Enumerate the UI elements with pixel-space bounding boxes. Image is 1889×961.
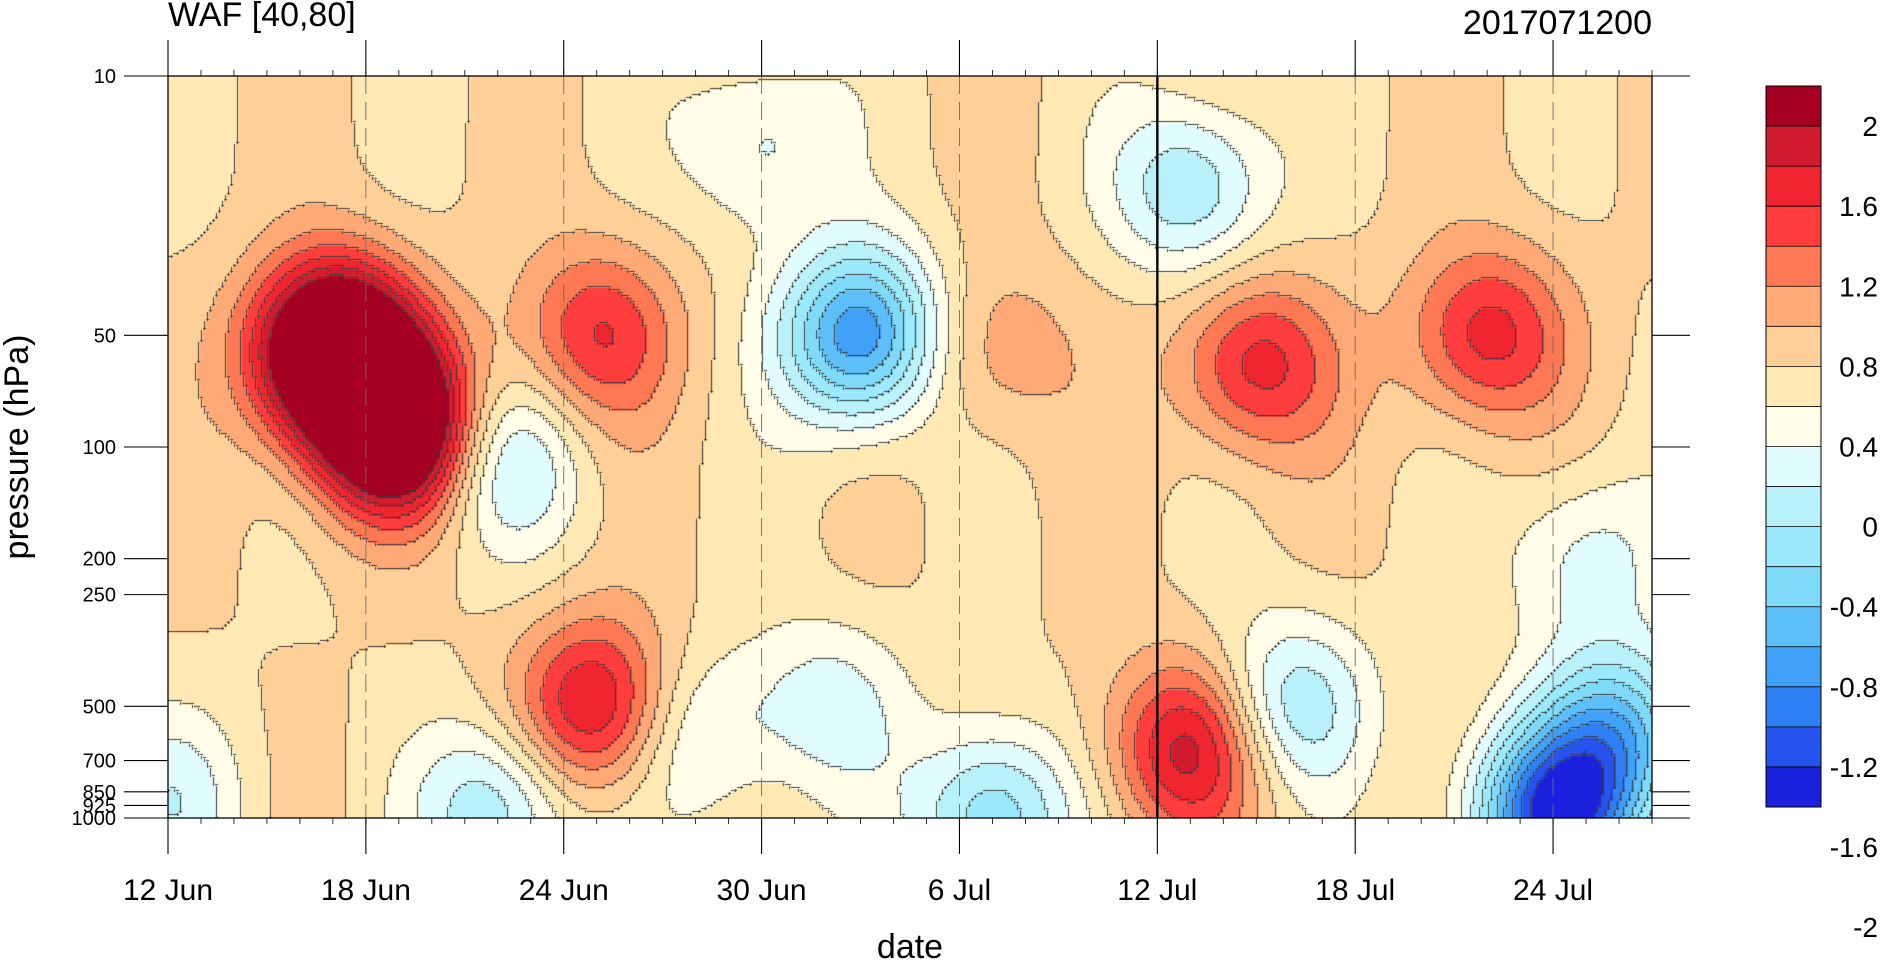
- plot-field: [168, 76, 1652, 818]
- x-axis-label: date: [877, 928, 943, 961]
- colorbar-swatch: [1766, 406, 1821, 447]
- chart-title: WAF [40,80]: [168, 0, 356, 34]
- colorbar: 2 1.6 1.2 0.8 0.4 0 -0.4 -0.8 -1.2 -1.6 -2: [1765, 85, 1878, 943]
- x-tick-label: 24 Jun: [519, 874, 609, 907]
- y-tick-label: 250: [83, 585, 116, 607]
- y-tick-label: 500: [83, 696, 116, 718]
- colorbar-label: -1.6: [1830, 832, 1878, 863]
- x-tick-label: 18 Jul: [1315, 874, 1395, 907]
- y-tick-label: 700: [83, 751, 116, 773]
- x-tick-label: 6 Jul: [928, 874, 991, 907]
- colorbar-label: -2: [1853, 912, 1878, 943]
- colorbar-label: 0.4: [1839, 432, 1878, 463]
- colorbar-swatch: [1766, 326, 1821, 367]
- colorbar-swatch: [1766, 366, 1821, 407]
- x-tick-label: 24 Jul: [1513, 874, 1593, 907]
- colorbar-swatch: [1766, 766, 1821, 808]
- colorbar-frame: [1765, 85, 1822, 808]
- colorbar-swatch: [1766, 686, 1821, 728]
- colorbar-swatch: [1766, 526, 1821, 568]
- colorbar-swatch: [1766, 126, 1821, 167]
- colorbar-label: 1.2: [1839, 271, 1878, 302]
- colorbar-label: 0: [1862, 512, 1878, 543]
- colorbar-swatch: [1766, 486, 1821, 528]
- x-tick-label: 30 Jun: [717, 874, 807, 907]
- colorbar-swatch: [1766, 286, 1821, 327]
- y-tick-label: 1000: [72, 808, 117, 830]
- y-tick-label: 200: [83, 549, 116, 571]
- colorbar-swatch: [1766, 86, 1821, 127]
- colorbar-label: 2: [1862, 111, 1878, 142]
- colorbar-swatch: [1766, 246, 1821, 287]
- colorbar-label: -0.8: [1830, 672, 1878, 703]
- colorbar-swatch: [1766, 166, 1821, 207]
- colorbar-swatch: [1766, 206, 1821, 247]
- x-tick-label: 18 Jun: [321, 874, 411, 907]
- colorbar-swatch: [1766, 726, 1821, 768]
- y-tick-label: 925: [83, 795, 116, 817]
- y-axis-label: pressure (hPa): [0, 335, 36, 560]
- y-tick-label: 50: [94, 325, 116, 347]
- x-tick-label: 12 Jun: [123, 874, 213, 907]
- y-tick-label: 100: [83, 437, 116, 459]
- contour-field: [168, 76, 1652, 818]
- x-tick-label: 12 Jul: [1117, 874, 1197, 907]
- chart-date-label: 2017071200: [1463, 4, 1652, 42]
- colorbar-swatch: [1766, 646, 1821, 688]
- colorbar-swatch: [1766, 446, 1821, 488]
- colorbar-label: 1.6: [1839, 191, 1878, 222]
- y-tick-label: 10: [94, 66, 116, 88]
- colorbar-swatch: [1766, 606, 1821, 648]
- colorbar-label: -1.2: [1830, 752, 1878, 783]
- y-tick-label: 850: [83, 782, 116, 804]
- colorbar-label: -0.4: [1830, 592, 1878, 623]
- x-axis: 12 Jun 18 Jun 24 Jun 30 Jun 6 Jul 12 Jul 18 Ju…: [123, 40, 1653, 907]
- colorbar-swatch: [1766, 566, 1821, 608]
- colorbar-label: 0.8: [1839, 351, 1878, 382]
